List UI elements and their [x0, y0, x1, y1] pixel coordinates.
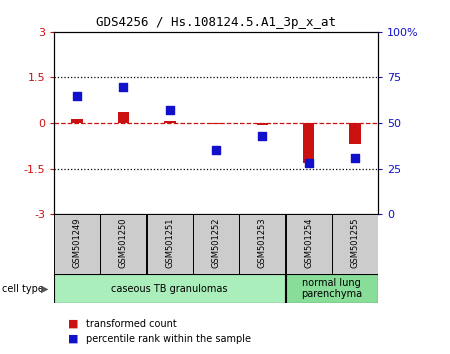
Text: GSM501251: GSM501251 [165, 217, 174, 268]
Bar [256, 123, 268, 125]
Point [73, 93, 81, 98]
Text: transformed count: transformed count [86, 319, 176, 329]
Text: ▶: ▶ [41, 284, 49, 294]
Bar [193, 214, 239, 274]
Bar [332, 214, 378, 274]
Title: GDS4256 / Hs.108124.5.A1_3p_x_at: GDS4256 / Hs.108124.5.A1_3p_x_at [96, 16, 336, 29]
Text: GSM501255: GSM501255 [351, 217, 360, 268]
Bar [100, 214, 146, 274]
Text: GSM501253: GSM501253 [258, 217, 267, 268]
Text: GSM501250: GSM501250 [119, 217, 128, 268]
Text: caseous TB granulomas: caseous TB granulomas [112, 284, 228, 293]
Bar [210, 123, 222, 124]
Bar [164, 121, 176, 123]
Point [351, 155, 359, 160]
Bar [286, 214, 332, 274]
Bar [303, 123, 315, 162]
Point [305, 160, 312, 166]
Bar [117, 112, 129, 123]
Bar [54, 214, 100, 274]
Text: GSM501249: GSM501249 [72, 217, 81, 268]
Bar [239, 214, 285, 274]
Text: ■: ■ [68, 334, 78, 344]
Bar [286, 274, 378, 303]
Text: percentile rank within the sample: percentile rank within the sample [86, 334, 251, 344]
Text: normal lung
parenchyma: normal lung parenchyma [301, 278, 362, 299]
Text: ■: ■ [68, 319, 78, 329]
Point [259, 133, 266, 139]
Point [166, 107, 173, 113]
Bar [349, 123, 360, 144]
Point [120, 84, 127, 89]
Bar [54, 274, 285, 303]
Text: cell type: cell type [2, 284, 44, 294]
Text: GSM501252: GSM501252 [212, 217, 220, 268]
Text: GSM501254: GSM501254 [304, 217, 313, 268]
Bar [72, 119, 83, 123]
Bar [147, 214, 193, 274]
Point [212, 148, 220, 153]
